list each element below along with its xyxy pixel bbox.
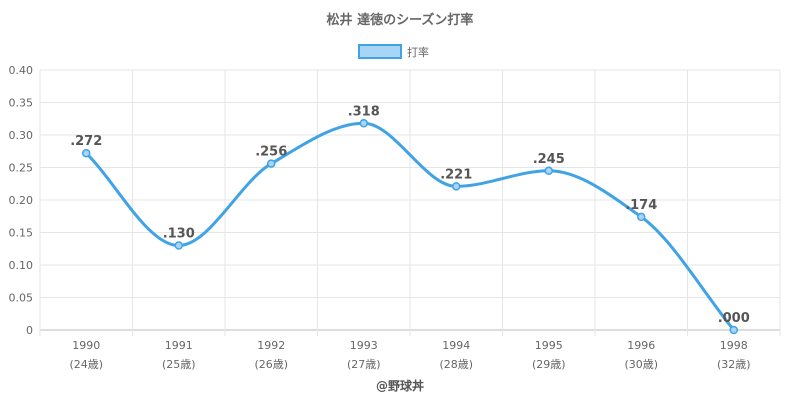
y-tick-label: 0.15 <box>9 227 34 240</box>
x-tick-label: 1994 <box>442 339 470 352</box>
data-point <box>729 325 738 335</box>
data-point <box>174 241 183 250</box>
x-tick-sublabel: (30歳) <box>624 358 658 371</box>
x-tick-label: 1996 <box>627 339 655 352</box>
x-axis-ticks: 1990 (24歳) 1991 (25歳) 1992 (26歳) 1993 (27歳) 1994… <box>69 339 750 371</box>
data-label: .174 <box>625 198 657 213</box>
x-tick-label: 1998 <box>720 339 748 352</box>
data-label: .318 <box>348 104 380 119</box>
data-label: .256 <box>255 145 287 160</box>
y-tick-label: 0.10 <box>9 259 34 272</box>
data-label: .000 <box>718 311 750 326</box>
data-point <box>544 166 553 175</box>
data-point <box>359 119 368 128</box>
credit-text: @野球丼 <box>376 378 424 393</box>
x-tick-label: 1993 <box>350 339 378 352</box>
data-label: .245 <box>533 152 565 167</box>
y-tick-label: 0.35 <box>9 97 34 110</box>
y-tick-label: 0.30 <box>9 129 34 142</box>
x-tick-sublabel: (29歳) <box>532 358 566 371</box>
x-tick-sublabel: (28歳) <box>439 358 473 371</box>
grid <box>39 69 781 336</box>
y-tick-label: 0 <box>26 324 33 337</box>
data-point <box>267 159 276 168</box>
data-label: .221 <box>440 167 472 182</box>
data-point <box>82 148 91 158</box>
x-tick-sublabel: (26歳) <box>254 358 288 371</box>
x-tick-label: 1990 <box>72 339 100 352</box>
y-tick-label: 0.25 <box>9 162 34 175</box>
data-label: .272 <box>70 134 102 149</box>
legend[interactable]: 打率 <box>358 44 429 59</box>
x-tick-label: 1992 <box>257 339 285 352</box>
x-tick-label: 1991 <box>165 339 193 352</box>
x-tick-label: 1995 <box>535 339 563 352</box>
y-tick-label: 0.40 <box>9 64 34 77</box>
x-tick-sublabel: (25歳) <box>162 358 196 371</box>
y-axis-ticks: 0 0.05 0.10 0.15 0.20 0.25 0.30 0.35 0.40 <box>9 64 34 337</box>
data-point <box>452 182 461 191</box>
data-labels: .272 .130 .256 .318 .221 .245 .174 .000 <box>70 104 750 326</box>
legend-swatch <box>358 44 402 59</box>
x-tick-sublabel: (32歳) <box>717 358 751 371</box>
y-tick-label: 0.20 <box>9 194 34 207</box>
data-points <box>82 119 738 335</box>
data-point <box>637 212 646 222</box>
x-tick-sublabel: (27歳) <box>347 358 381 371</box>
chart-title: 松井 達徳のシーズン打率 <box>327 12 474 28</box>
x-tick-sublabel: (24歳) <box>69 358 103 371</box>
y-tick-label: 0.05 <box>9 292 34 305</box>
legend-label: 打率 <box>407 45 429 59</box>
data-label: .130 <box>163 227 195 242</box>
